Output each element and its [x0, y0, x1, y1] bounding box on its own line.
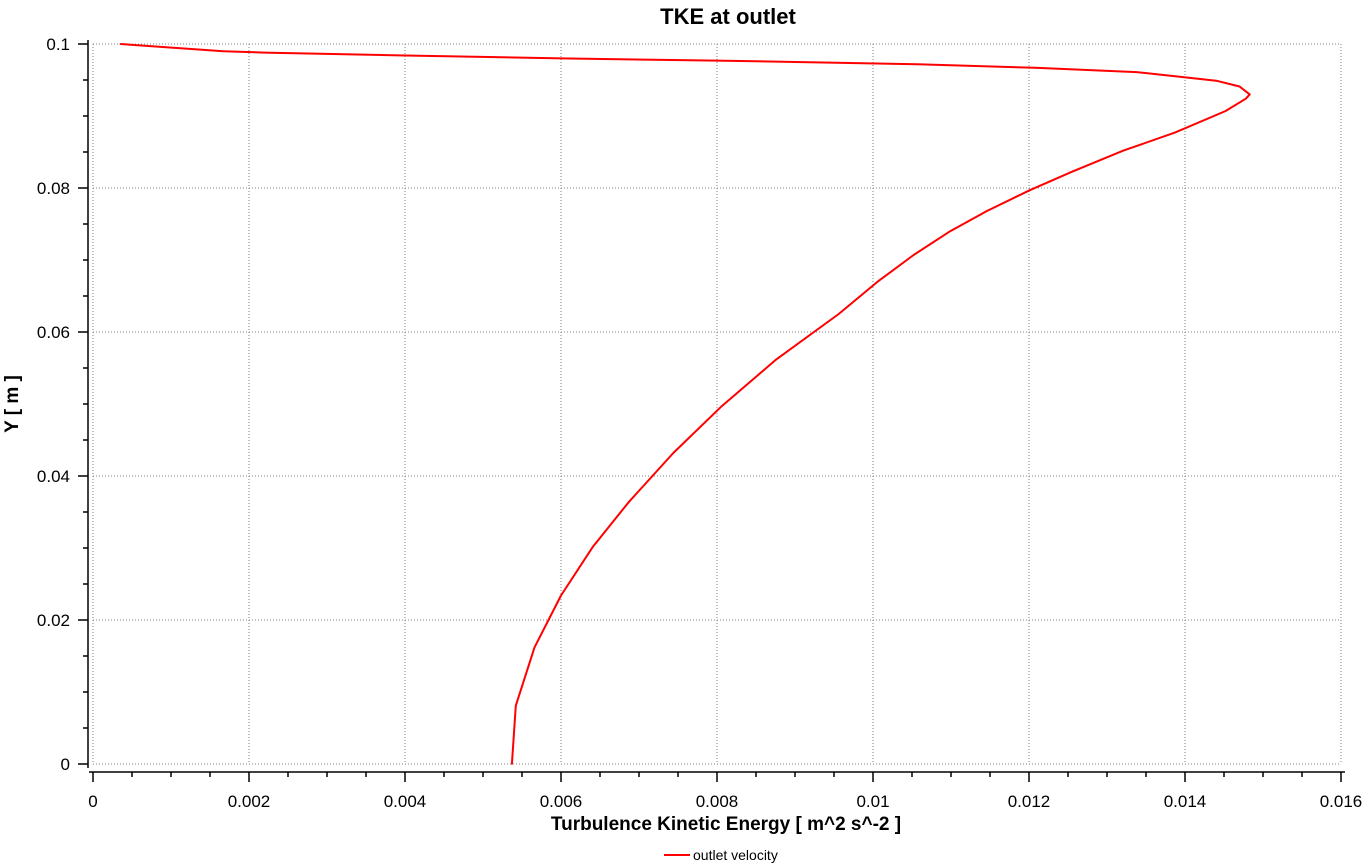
data-point	[511, 763, 513, 765]
series-layer	[119, 43, 1251, 765]
data-point	[1248, 93, 1251, 96]
data-point	[876, 280, 879, 283]
data-point	[1174, 131, 1176, 134]
data-point	[592, 545, 594, 548]
data-point	[1122, 149, 1125, 152]
y-axis-label: Y [ m ]	[2, 375, 23, 433]
data-point	[986, 210, 988, 212]
data-point	[716, 59, 718, 62]
axes	[78, 40, 1345, 782]
data-point	[672, 452, 675, 454]
tick-labels: 0 0.002 0.004 0.006 0.008 0.01 0.012 0.014 0.016…	[37, 35, 1362, 811]
data-point	[222, 50, 225, 52]
data-point	[119, 43, 122, 45]
data-point	[775, 358, 778, 361]
x-tick-label: 0.014	[1164, 792, 1207, 811]
data-point	[1224, 110, 1227, 112]
grid	[92, 43, 1342, 765]
data-point	[560, 57, 562, 60]
data-point	[560, 594, 562, 597]
y-tick-label: 0.06	[37, 323, 70, 342]
data-point	[263, 51, 266, 54]
chart-title: TKE at outlet	[660, 4, 796, 29]
data-point	[404, 54, 406, 57]
x-tick-label: 0.016	[1320, 792, 1363, 811]
y-tick-label: 0	[61, 755, 70, 774]
data-point	[1135, 71, 1138, 73]
data-point	[912, 254, 915, 256]
y-tick-label: 0.02	[37, 611, 70, 630]
x-tick-label: 0	[88, 792, 97, 811]
data-point	[1071, 170, 1074, 173]
data-point	[916, 63, 919, 65]
data-point	[837, 313, 840, 315]
y-tick-label: 0.1	[46, 35, 70, 54]
data-point	[628, 501, 630, 503]
data-point	[720, 405, 723, 408]
x-tick-label: 0.008	[696, 792, 739, 811]
x-tick-label: 0.012	[1008, 792, 1051, 811]
data-point	[1245, 97, 1247, 100]
legend-label-outlet-velocity: outlet velocity	[693, 847, 778, 863]
series-line-0	[120, 43, 1251, 765]
data-point	[1238, 85, 1241, 88]
data-point	[949, 230, 951, 232]
x-tick-label: 0.004	[384, 792, 427, 811]
data-point	[1215, 79, 1217, 82]
x-axis-label: Turbulence Kinetic Energy [ m^2 s^-2 ]	[551, 814, 901, 835]
x-tick-label: 0.01	[856, 792, 889, 811]
data-point	[515, 704, 517, 707]
data-point	[1034, 67, 1036, 69]
y-tick-label: 0.04	[37, 467, 70, 486]
data-point	[533, 646, 536, 649]
x-tick-label: 0.002	[228, 792, 271, 811]
y-tick-label: 0.08	[37, 179, 70, 198]
legend: outlet velocity	[664, 847, 778, 863]
x-tick-label: 0.006	[540, 792, 583, 811]
data-point	[1029, 189, 1031, 191]
